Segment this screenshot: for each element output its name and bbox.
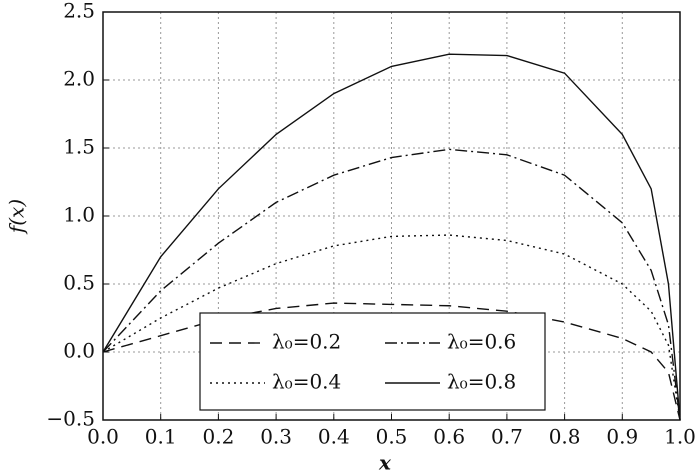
- x-tick-label: 0.7: [491, 425, 523, 449]
- y-tick-label: 0.5: [63, 271, 95, 295]
- x-tick-label: 0.4: [318, 425, 350, 449]
- y-tick-label: −0.5: [46, 407, 95, 431]
- x-axis-label: x: [378, 451, 392, 475]
- plot-frame: [102, 11, 681, 421]
- x-tick-label: 0.5: [376, 425, 408, 449]
- legend-label: λ₀=0.2: [272, 330, 341, 354]
- x-tick-label: 0.6: [433, 425, 465, 449]
- legend-label: λ₀=0.4: [272, 370, 341, 394]
- legend-label: λ₀=0.8: [447, 370, 516, 394]
- x-tick-label: 0.9: [606, 425, 638, 449]
- x-tick-label: 0.3: [260, 425, 292, 449]
- y-tick-label: 1.5: [63, 135, 95, 159]
- x-tick-label: 0.2: [202, 425, 234, 449]
- x-tick-label: 1.0: [664, 425, 696, 449]
- y-tick-label: 1.0: [63, 203, 95, 227]
- y-tick-label: 2.0: [63, 67, 95, 91]
- legend-box: [199, 312, 546, 411]
- legend-label: λ₀=0.6: [447, 330, 516, 354]
- x-tick-label: 0.1: [145, 425, 177, 449]
- line: [102, 53, 681, 421]
- y-tick-label: 2.5: [63, 0, 95, 23]
- y-tick-label: 0.0: [63, 339, 95, 363]
- x-tick-label: 0.0: [87, 425, 119, 449]
- y-axis-label: f(x): [5, 199, 29, 235]
- x-tick-label: 0.8: [549, 425, 581, 449]
- line: [102, 148, 681, 421]
